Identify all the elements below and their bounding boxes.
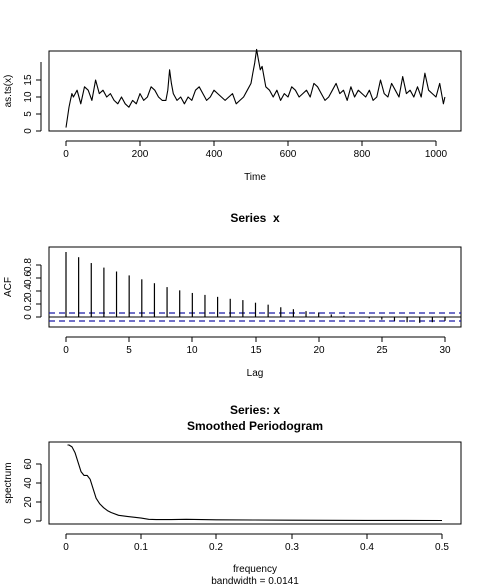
y-tick-label: 0.8 — [23, 258, 34, 272]
y-tick-label: 0.6 — [23, 271, 34, 285]
plot-frame — [48, 441, 462, 525]
y-axis-label: as.ts(x) — [3, 75, 14, 108]
y-axis: 0 0.2 0.4 0.6 0.8 — [23, 258, 42, 320]
x-tick-label: 1000 — [425, 149, 448, 160]
time-series-line — [65, 48, 446, 128]
x-tick-label: 25 — [376, 345, 388, 356]
y-tick-label: 0.2 — [23, 297, 34, 311]
y-tick-label: 0 — [23, 518, 34, 524]
spectrum-subtitle: Smoothed Periodogram — [187, 419, 323, 433]
x-tick-label: 800 — [354, 149, 371, 160]
y-tick-label: 0 — [23, 128, 34, 134]
x-tick-label: 0 — [63, 542, 69, 553]
x-axis-label: Lag — [247, 368, 264, 379]
x-tick-label: 0.5 — [435, 542, 449, 553]
y-tick-label: 0 — [23, 314, 34, 320]
x-tick-label: 5 — [126, 345, 132, 356]
y-tick-label: 20 — [23, 496, 34, 508]
y-tick-label: 0.4 — [23, 284, 34, 298]
x-tick-label: 30 — [439, 345, 451, 356]
y-axis-label: ACF — [3, 277, 14, 297]
x-tick-label: 20 — [313, 345, 325, 356]
y-tick-label: 10 — [23, 91, 34, 103]
y-axis: 0 5 10 15 — [23, 62, 42, 134]
x-tick-label: 15 — [250, 345, 262, 356]
y-axis: 0 20 40 60 — [23, 458, 42, 524]
x-tick-label: 0 — [63, 345, 69, 356]
bandwidth-label: bandwidth = 0.0141 — [211, 576, 299, 587]
plot-frame — [48, 246, 462, 328]
x-axis: 0 0.1 0.2 0.3 0.4 0.5 — [63, 533, 449, 553]
y-axis-label: spectrum — [3, 462, 14, 503]
x-tick-label: 0.4 — [360, 542, 374, 553]
x-tick-label: 0 — [63, 149, 69, 160]
x-tick-label: 0.1 — [134, 542, 148, 553]
x-axis-label: frequency — [233, 564, 277, 575]
y-tick-label: 15 — [23, 74, 34, 86]
spectrum-line — [67, 444, 443, 522]
y-tick-label: 60 — [23, 458, 34, 470]
time-series-panel: 0 200 400 600 800 1000 0 5 10 15 Time as… — [3, 48, 462, 183]
x-tick-label: 10 — [186, 345, 198, 356]
acf-panel: Series x 0 5 10 15 20 25 30 0 — [3, 211, 462, 379]
x-tick-label: 200 — [132, 149, 149, 160]
y-tick-label: 40 — [23, 477, 34, 489]
x-tick-label: 0.3 — [285, 542, 299, 553]
x-tick-label: 600 — [280, 149, 297, 160]
x-axis-label: Time — [244, 172, 266, 183]
plot-frame — [48, 50, 462, 132]
spectrum-title: Series: x — [230, 403, 280, 417]
acf-title: Series x — [230, 211, 280, 225]
x-axis: 0 200 400 600 800 1000 — [63, 140, 448, 160]
x-tick-label: 400 — [206, 149, 223, 160]
y-tick-label: 5 — [23, 111, 34, 117]
spectrum-panel: Series: x Smoothed Periodogram 0 0.1 0.2… — [3, 403, 462, 587]
x-tick-label: 0.2 — [209, 542, 223, 553]
x-axis: 0 5 10 15 20 25 30 — [63, 336, 451, 356]
acf-bars — [65, 252, 446, 323]
